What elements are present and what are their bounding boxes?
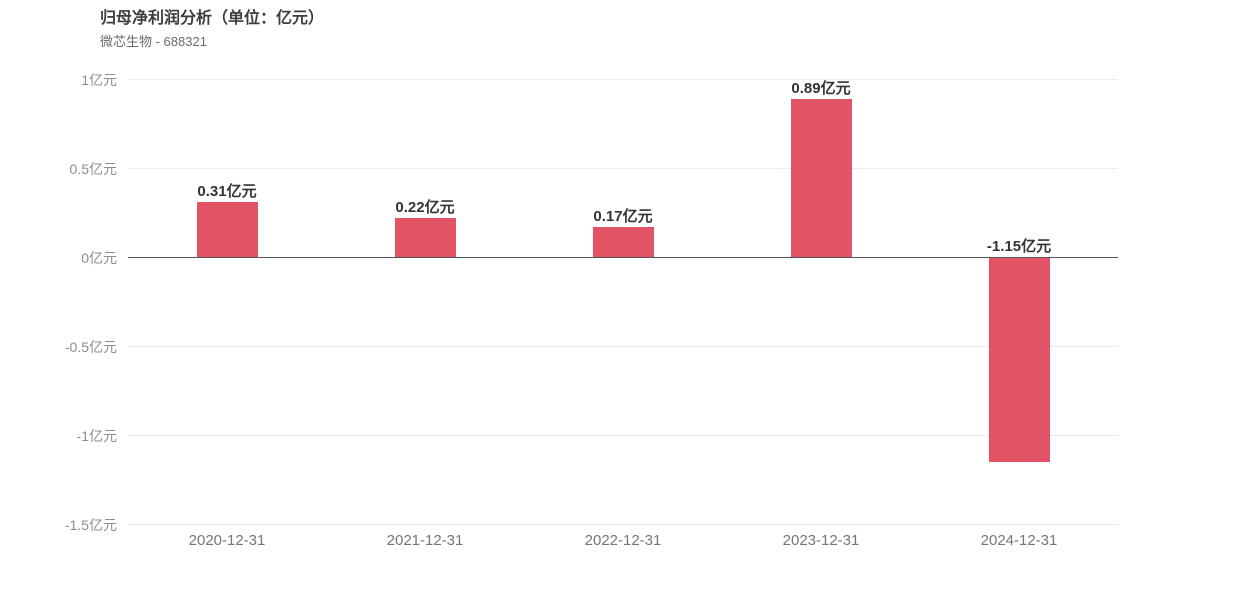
y-axis-tick-label: -1.5亿元 bbox=[64, 517, 117, 533]
y-axis-tick-label: 0.5亿元 bbox=[69, 161, 117, 177]
bar-2022-12-31[interactable] bbox=[593, 227, 654, 257]
zero-axis-line bbox=[128, 257, 1118, 258]
chart-title: 归母净利润分析（单位：亿元） bbox=[100, 10, 325, 27]
x-axis-tick-label: 2021-12-31 bbox=[386, 532, 464, 549]
bar-value-label: 0.22亿元 bbox=[395, 199, 455, 216]
bar-2023-12-31[interactable] bbox=[791, 99, 852, 257]
bar-2021-12-31[interactable] bbox=[395, 218, 456, 257]
bar-value-label: 0.17亿元 bbox=[593, 208, 653, 225]
x-axis-tick-label: 2020-12-31 bbox=[188, 532, 266, 549]
bar-value-label: 0.89亿元 bbox=[791, 80, 851, 97]
gridline bbox=[128, 435, 1118, 436]
chart-subtitle: 微芯生物 - 688321 bbox=[100, 34, 207, 49]
gridline bbox=[128, 79, 1118, 80]
y-axis-tick-label: -1亿元 bbox=[76, 428, 117, 444]
y-axis-tick-label: 0亿元 bbox=[81, 250, 117, 266]
bar-value-label: 0.31亿元 bbox=[197, 183, 257, 200]
x-axis-tick-label: 2023-12-31 bbox=[782, 532, 860, 549]
y-axis-tick-label: 1亿元 bbox=[81, 72, 117, 88]
y-axis-tick-label: -0.5亿元 bbox=[64, 339, 117, 355]
bar-2024-12-31[interactable] bbox=[989, 257, 1050, 462]
gridline bbox=[128, 168, 1118, 169]
x-axis-tick-label: 2024-12-31 bbox=[980, 532, 1058, 549]
gridline bbox=[128, 524, 1118, 525]
x-axis-tick-label: 2022-12-31 bbox=[584, 532, 662, 549]
bar-value-label: -1.15亿元 bbox=[986, 238, 1052, 255]
gridline bbox=[128, 346, 1118, 347]
bar-2020-12-31[interactable] bbox=[197, 202, 258, 257]
